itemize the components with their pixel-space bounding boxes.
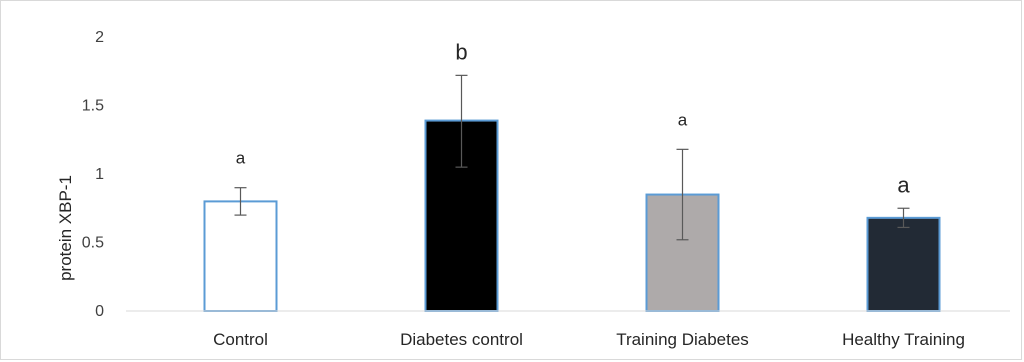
y-tick-label: 2 [95, 29, 104, 46]
bar [203, 200, 278, 312]
category-label: Diabetes control [400, 330, 523, 349]
bars [203, 119, 941, 312]
y-axis-ticks: 0 0.5 1 1.5 2 [82, 29, 104, 320]
significance-labels: a b a a [236, 39, 911, 197]
category-label: Healthy Training [842, 330, 965, 349]
category-label: Control [213, 330, 268, 349]
significance-label: a [236, 149, 246, 168]
bar [866, 216, 941, 312]
significance-label: a [897, 172, 910, 197]
y-tick-label: 1 [95, 166, 104, 183]
y-tick-label: 1.5 [82, 98, 104, 115]
significance-label: b [455, 39, 467, 64]
y-tick-label: 0 [95, 303, 104, 320]
y-tick-label: 0.5 [82, 235, 104, 252]
significance-label: a [678, 110, 688, 129]
y-axis-title: protein XBP-1 [56, 175, 75, 281]
category-label: Training Diabetes [616, 330, 749, 349]
error-bars [234, 74, 910, 241]
x-axis-categories: Control Diabetes control Training Diabetes… [213, 330, 965, 349]
